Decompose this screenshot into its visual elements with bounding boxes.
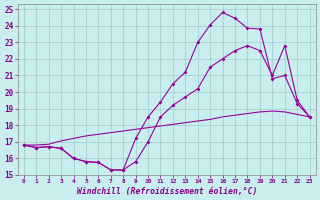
X-axis label: Windchill (Refroidissement éolien,°C): Windchill (Refroidissement éolien,°C) xyxy=(76,187,257,196)
